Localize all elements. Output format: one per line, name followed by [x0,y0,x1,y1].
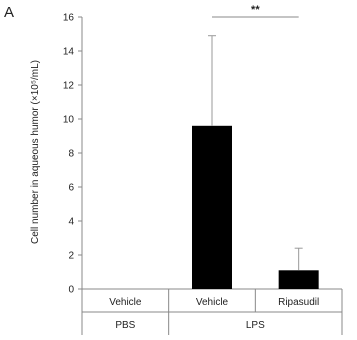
x-category-label: Vehicle [109,297,142,308]
y-tick-label: 4 [68,217,74,228]
bar [192,125,232,289]
significance-label: ** [251,4,260,16]
plot-area: 0 2 4 6 8 10 12 14 16 Vehicle Vehicle Ripasudil PBS L… [63,4,343,335]
bar [278,270,319,289]
x-category-label: Vehicle [196,297,229,308]
y-tick-label: 2 [68,251,74,262]
x-group-label: PBS [115,320,135,331]
y-tick-label: 14 [63,47,75,58]
y-tick-label: 6 [68,183,74,194]
y-tick-label: 8 [68,149,74,160]
y-tick-label: 0 [68,285,74,296]
y-tick-label: 16 [63,13,75,24]
panel-label: A [4,4,14,21]
y-axis-label: Cell number in aqueous humor (×10⁵/mL) [30,60,41,244]
y-tick-label: 10 [63,115,75,126]
x-group-label: LPS [246,320,265,331]
x-category-label: Ripasudil [278,297,319,308]
y-tick-label: 12 [63,81,75,92]
